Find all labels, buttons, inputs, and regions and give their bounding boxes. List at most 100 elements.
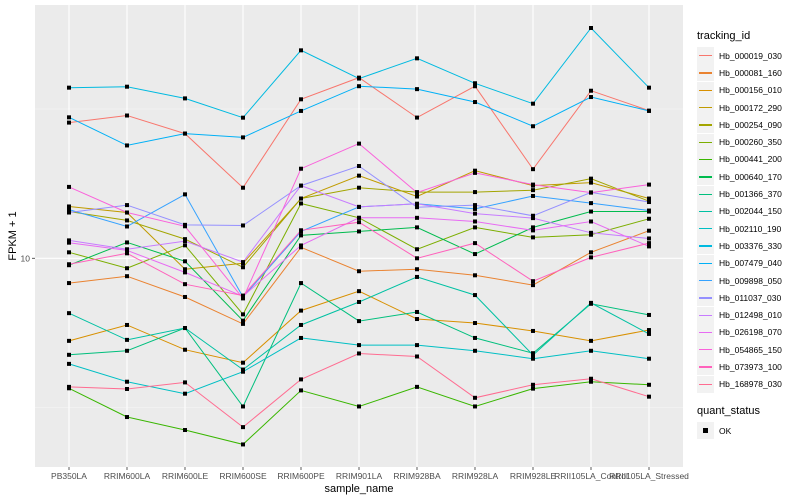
data-point (125, 348, 129, 353)
data-point (241, 321, 245, 326)
quant-status-legend: quant_status OK (697, 405, 760, 440)
data-point (473, 170, 477, 175)
data-point (183, 282, 187, 287)
data-point (589, 190, 593, 195)
legend-title: tracking_id (697, 30, 751, 42)
data-point (67, 262, 71, 267)
data-point (125, 379, 129, 384)
data-point (589, 379, 593, 384)
data-point (589, 88, 593, 93)
data-point (415, 267, 419, 272)
legend-label: Hb_000640_170 (719, 171, 782, 182)
legend-item: Hb_007479_040 (697, 254, 782, 272)
data-point (531, 382, 535, 387)
data-point (67, 384, 71, 389)
data-point (183, 192, 187, 197)
data-point (67, 361, 71, 366)
x-tick-label: PB350LA (51, 471, 87, 481)
legend-label: Hb_000260_350 (719, 137, 782, 148)
legend-label: Hb_003376_330 (719, 240, 782, 251)
legend-label: Hb_168978_030 (719, 379, 782, 390)
data-point (589, 95, 593, 100)
line-swatch-icon (697, 150, 714, 168)
legend-label: Hb_007479_040 (719, 258, 782, 269)
data-point (125, 248, 129, 253)
data-point (299, 335, 303, 340)
legend-label: Hb_000019_030 (719, 50, 782, 61)
legend-item: Hb_001366_370 (697, 185, 782, 203)
data-point (647, 216, 651, 221)
data-point (473, 211, 477, 216)
data-point (299, 308, 303, 313)
data-point (357, 343, 361, 348)
data-point (415, 309, 419, 314)
data-point (241, 135, 245, 140)
line-swatch-icon (697, 272, 714, 289)
legend-item: Hb_002110_190 (697, 220, 782, 238)
legend-label: Hb_000081_160 (719, 67, 782, 78)
data-point (531, 228, 535, 233)
data-point (647, 108, 651, 113)
data-point (67, 204, 71, 209)
data-point (531, 235, 535, 240)
data-point (531, 386, 535, 391)
data-point (125, 143, 129, 148)
data-point (183, 428, 187, 433)
legend-item: Hb_000640_170 (697, 168, 782, 186)
data-point (67, 115, 71, 120)
line-swatch-icon (697, 237, 714, 255)
data-point (183, 326, 187, 331)
data-point (125, 218, 129, 223)
data-point (531, 182, 535, 187)
line-swatch-icon (697, 375, 714, 393)
data-point (531, 124, 535, 129)
data-point (241, 442, 245, 447)
legend-item: Hb_073973_100 (697, 358, 782, 376)
data-point (357, 229, 361, 234)
data-point (183, 224, 187, 229)
data-point (67, 207, 71, 212)
data-point (415, 190, 419, 195)
data-point (473, 100, 477, 105)
legend-label: Hb_000254_090 (719, 119, 782, 130)
data-point (125, 337, 129, 342)
legend-item: Hb_026198_070 (697, 323, 782, 341)
data-point (241, 296, 245, 301)
data-point (357, 404, 361, 409)
data-point (241, 318, 245, 323)
data-point (183, 347, 187, 352)
line-swatch-icon (697, 133, 714, 151)
data-point (125, 386, 129, 391)
data-point (531, 213, 535, 218)
data-point (589, 300, 593, 305)
data-point (125, 415, 129, 420)
line-swatch-icon (697, 306, 714, 324)
legend-label: Hb_054865_150 (719, 344, 782, 355)
data-point (357, 141, 361, 146)
data-point (125, 113, 129, 118)
data-point (415, 274, 419, 279)
data-point (67, 281, 71, 286)
legend-label: Hb_000172_290 (719, 102, 782, 113)
data-point (589, 219, 593, 224)
data-point (473, 404, 477, 409)
data-point (183, 270, 187, 275)
data-point (473, 395, 477, 400)
legend-item-ok: OK (697, 422, 760, 440)
data-point (415, 205, 419, 210)
line-swatch-icon (697, 341, 714, 359)
legend-label: Hb_001366_370 (719, 189, 782, 200)
data-point (299, 322, 303, 327)
data-point (67, 240, 71, 245)
data-point (531, 283, 535, 288)
data-point (531, 188, 535, 193)
data-point (357, 76, 361, 81)
data-point (241, 312, 245, 317)
data-point (125, 251, 129, 256)
data-point (647, 244, 651, 249)
data-point (67, 238, 71, 243)
line-swatch-icon (697, 116, 714, 134)
data-point (589, 230, 593, 235)
data-point (299, 183, 303, 188)
data-point (415, 225, 419, 230)
